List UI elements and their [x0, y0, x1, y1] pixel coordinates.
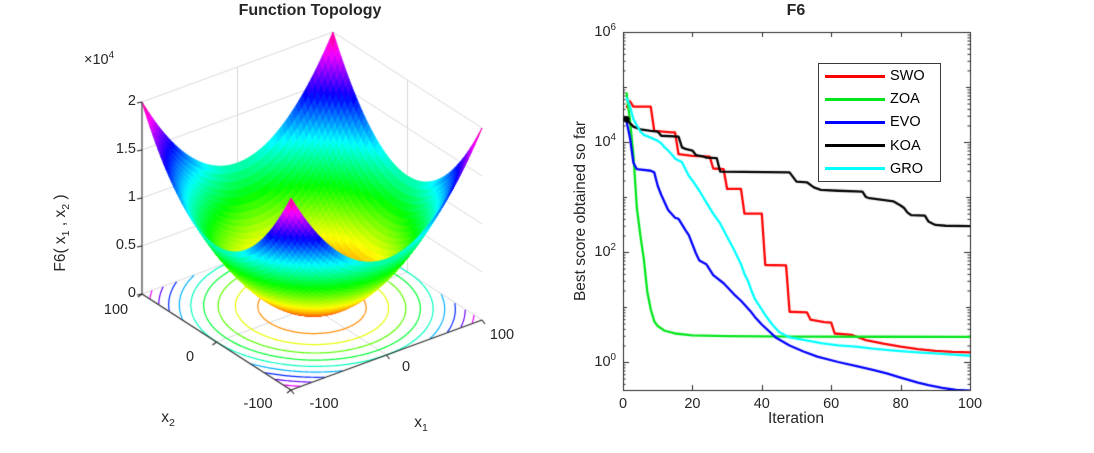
- line-plot-title: F6: [786, 2, 806, 19]
- x-tick-label: 80: [892, 396, 909, 412]
- legend-line-swatch: [825, 97, 885, 101]
- surface-plot-canvas: [0, 0, 560, 453]
- z-axis-label: F6( x1 , x2 ): [51, 194, 73, 272]
- legend-item-ZOA: ZOA: [819, 88, 940, 110]
- x1-tick-label: -100: [309, 396, 339, 412]
- legend-line-swatch: [825, 120, 885, 124]
- y-axis-label: Best score obtained so far: [572, 120, 589, 302]
- x1-axis-label: x1: [414, 414, 428, 435]
- x2-axis-label: x2: [161, 409, 175, 430]
- legend-item-SWO: SWO: [819, 65, 940, 87]
- z-tick-label: 0.5: [115, 237, 136, 253]
- legend-item-KOA: KOA: [819, 135, 940, 157]
- legend-line-swatch: [825, 144, 885, 148]
- x-tick-label: 0: [618, 396, 628, 412]
- x-axis-label: Iteration: [767, 410, 825, 427]
- y-tick-label: 104: [594, 132, 616, 150]
- legend-label: GRO: [890, 160, 924, 177]
- x1-tick-label: 0: [401, 359, 411, 375]
- y-tick-label: 106: [594, 22, 616, 40]
- y-tick-label: 102: [594, 242, 616, 260]
- legend-item-GRO: GRO: [819, 158, 940, 180]
- y-tick-label: 100: [594, 352, 616, 370]
- z-tick-label: 0: [127, 285, 136, 301]
- legend-label: EVO: [890, 114, 921, 131]
- legend-line-swatch: [825, 74, 885, 78]
- z-axis-multiplier: ×104: [84, 50, 115, 68]
- legend-label: SWO: [890, 68, 925, 85]
- x2-tick-label: -100: [243, 396, 273, 412]
- legend-item-EVO: EVO: [819, 111, 940, 133]
- legend-label: KOA: [890, 137, 921, 154]
- surface-plot-title: Function Topology: [238, 2, 382, 19]
- x1-tick-label: 100: [489, 327, 515, 343]
- x-tick-label: 100: [957, 396, 983, 412]
- z-tick-label: 1: [127, 189, 136, 205]
- z-tick-label: 1.5: [115, 141, 136, 157]
- z-tick-label: 2: [127, 93, 136, 109]
- x2-tick-label: 0: [185, 349, 195, 365]
- x-tick-label: 20: [684, 396, 701, 412]
- x2-tick-label: 100: [103, 302, 129, 318]
- x-tick-label: 60: [823, 396, 840, 412]
- legend-line-swatch: [825, 167, 885, 171]
- legend: SWO ZOA EVO KOA GRO: [818, 63, 941, 182]
- x-tick-label: 40: [753, 396, 770, 412]
- legend-label: ZOA: [890, 91, 920, 108]
